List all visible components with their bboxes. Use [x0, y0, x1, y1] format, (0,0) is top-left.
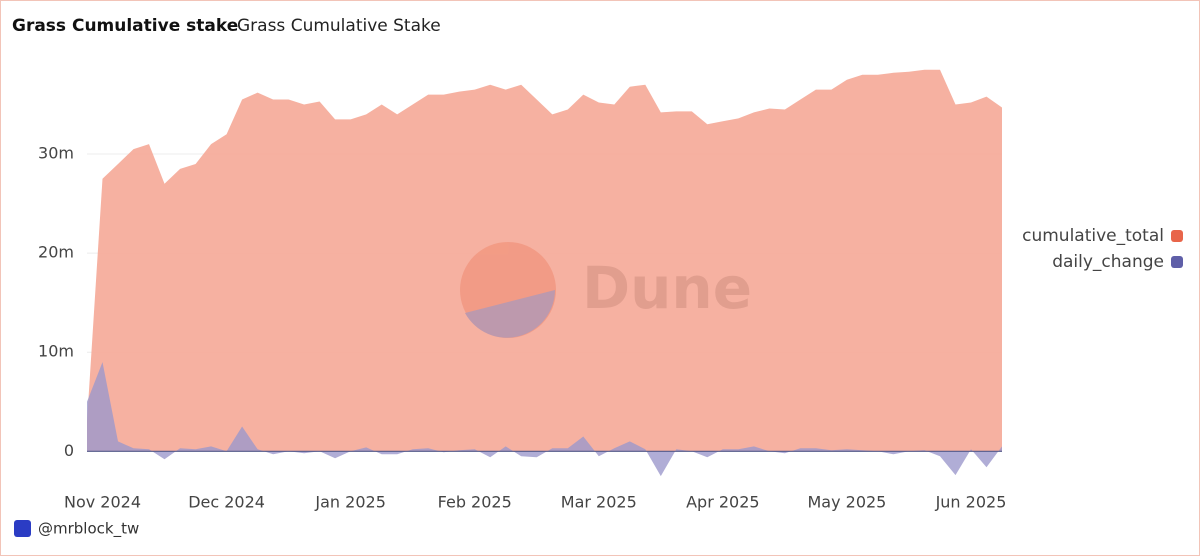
- legend-swatch: [1171, 256, 1183, 268]
- legend-swatch: [1171, 230, 1183, 242]
- legend-label: cumulative_total: [1022, 226, 1164, 246]
- x-tick-label: Apr 2025: [686, 493, 759, 512]
- watermark-logo-part: [465, 290, 555, 338]
- x-tick-label: Feb 2025: [438, 493, 512, 512]
- x-tick-label: Jan 2025: [314, 493, 385, 512]
- x-tick-label: Nov 2024: [64, 493, 141, 512]
- watermark: Dune: [460, 242, 752, 338]
- x-tick-label: Mar 2025: [561, 493, 637, 512]
- x-tick-label: Jun 2025: [935, 493, 1007, 512]
- y-tick-label: 0: [64, 441, 74, 460]
- credit-icon: [14, 520, 31, 537]
- y-tick-label: 30m: [38, 144, 74, 163]
- x-tick-label: May 2025: [807, 493, 886, 512]
- chart-subtitle: Grass Cumulative Stake: [237, 16, 441, 36]
- legend-label: daily_change: [1052, 252, 1164, 272]
- watermark-text: Dune: [582, 254, 752, 322]
- y-tick-label: 10m: [38, 342, 74, 361]
- chart-title: Grass Cumulative stake: [12, 16, 238, 36]
- x-tick-label: Dec 2024: [188, 493, 265, 512]
- credit: @mrblock_tw: [38, 520, 139, 539]
- y-tick-label: 20m: [38, 243, 74, 262]
